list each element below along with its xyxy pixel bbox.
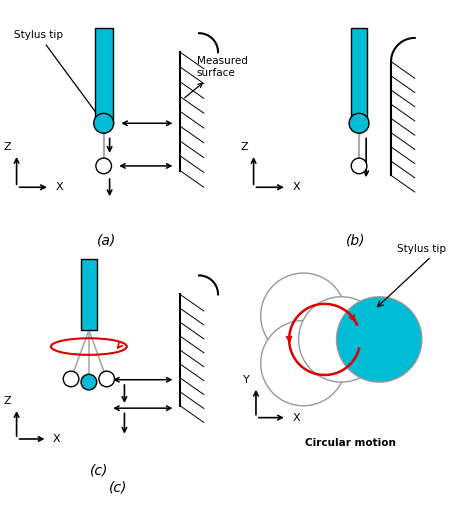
Text: X: X <box>53 434 61 444</box>
Text: Stylus tip: Stylus tip <box>14 30 97 114</box>
Text: (b): (b) <box>346 233 365 247</box>
Bar <box>81 259 97 330</box>
Text: (a): (a) <box>97 233 116 247</box>
Circle shape <box>349 113 369 133</box>
Text: Z: Z <box>3 396 11 406</box>
Circle shape <box>63 371 79 387</box>
Circle shape <box>81 374 97 390</box>
Text: Circular motion: Circular motion <box>305 438 396 448</box>
Circle shape <box>337 297 422 382</box>
Text: X: X <box>55 182 63 192</box>
Text: X: X <box>292 182 300 192</box>
Text: (c): (c) <box>91 463 109 478</box>
Circle shape <box>261 321 346 406</box>
Circle shape <box>94 113 114 133</box>
Circle shape <box>351 158 367 174</box>
Circle shape <box>96 158 111 174</box>
Text: Stylus tip: Stylus tip <box>397 244 446 254</box>
Bar <box>95 29 113 123</box>
Circle shape <box>299 297 384 382</box>
Text: Z: Z <box>3 142 11 152</box>
Circle shape <box>261 273 346 358</box>
Text: Z: Z <box>240 142 248 152</box>
Text: Y: Y <box>243 375 250 385</box>
Bar <box>351 29 367 123</box>
Text: Measured
surface: Measured surface <box>185 56 247 98</box>
Text: (c): (c) <box>109 481 128 495</box>
Text: X: X <box>292 413 300 422</box>
Circle shape <box>99 371 115 387</box>
